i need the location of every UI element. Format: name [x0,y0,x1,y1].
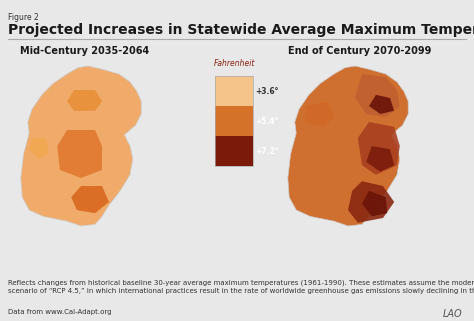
Text: +3.6°: +3.6° [255,86,278,96]
Polygon shape [57,130,102,178]
Polygon shape [71,186,109,213]
Polygon shape [288,66,408,226]
Polygon shape [67,90,102,111]
Polygon shape [362,191,387,216]
Polygon shape [21,66,141,226]
Text: Reflects changes from historical baseline 30-year average maximum temperatures (: Reflects changes from historical baselin… [8,279,474,293]
Polygon shape [369,95,394,114]
Polygon shape [358,122,400,175]
Text: Data from www.Cal-Adapt.org: Data from www.Cal-Adapt.org [8,309,111,315]
Text: Mid-Century 2035-2064: Mid-Century 2035-2064 [20,46,150,56]
Text: Fahrenheit: Fahrenheit [213,59,255,68]
FancyBboxPatch shape [215,76,253,106]
Polygon shape [355,74,400,117]
Text: Projected Increases in Statewide Average Maximum Temperatures: Projected Increases in Statewide Average… [8,23,474,37]
Text: Figure 2: Figure 2 [8,13,39,22]
Polygon shape [366,146,394,172]
FancyBboxPatch shape [215,136,253,166]
Text: LAO: LAO [442,309,462,319]
Text: End of Century 2070-2099: End of Century 2070-2099 [288,46,432,56]
Text: +7.2°: +7.2° [255,146,279,155]
Text: +5.4°: +5.4° [255,117,278,126]
Polygon shape [29,138,49,159]
FancyBboxPatch shape [215,106,253,136]
Polygon shape [348,181,394,223]
Bar [215,76,253,166]
Polygon shape [305,101,334,127]
